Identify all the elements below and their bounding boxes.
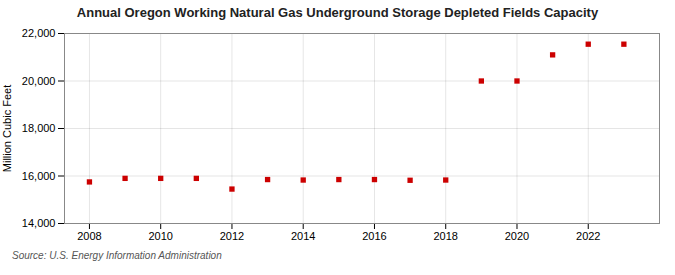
svg-text:14,000: 14,000: [22, 217, 56, 229]
svg-text:20,000: 20,000: [22, 75, 56, 87]
svg-text:2016: 2016: [362, 230, 386, 242]
svg-text:2012: 2012: [220, 230, 244, 242]
svg-text:22,000: 22,000: [22, 27, 56, 39]
svg-text:2020: 2020: [505, 230, 529, 242]
html-text:Source: U.S. Energy Informatio: Source: U.S. Energy Information Administ…: [12, 250, 222, 261]
svg-text:2018: 2018: [433, 230, 457, 242]
svg-text:2008: 2008: [77, 230, 101, 242]
svg-text:2022: 2022: [576, 230, 600, 242]
svg-text:2014: 2014: [291, 230, 315, 242]
svg-text:18,000: 18,000: [22, 122, 56, 134]
svg-text:16,000: 16,000: [22, 170, 56, 182]
svg-text:Million Cubic Feet: Million Cubic Feet: [1, 85, 13, 172]
svg-text:2010: 2010: [148, 230, 172, 242]
html-text:Annual Oregon Working Natural: Annual Oregon Working Natural Gas Underg…: [76, 5, 599, 20]
